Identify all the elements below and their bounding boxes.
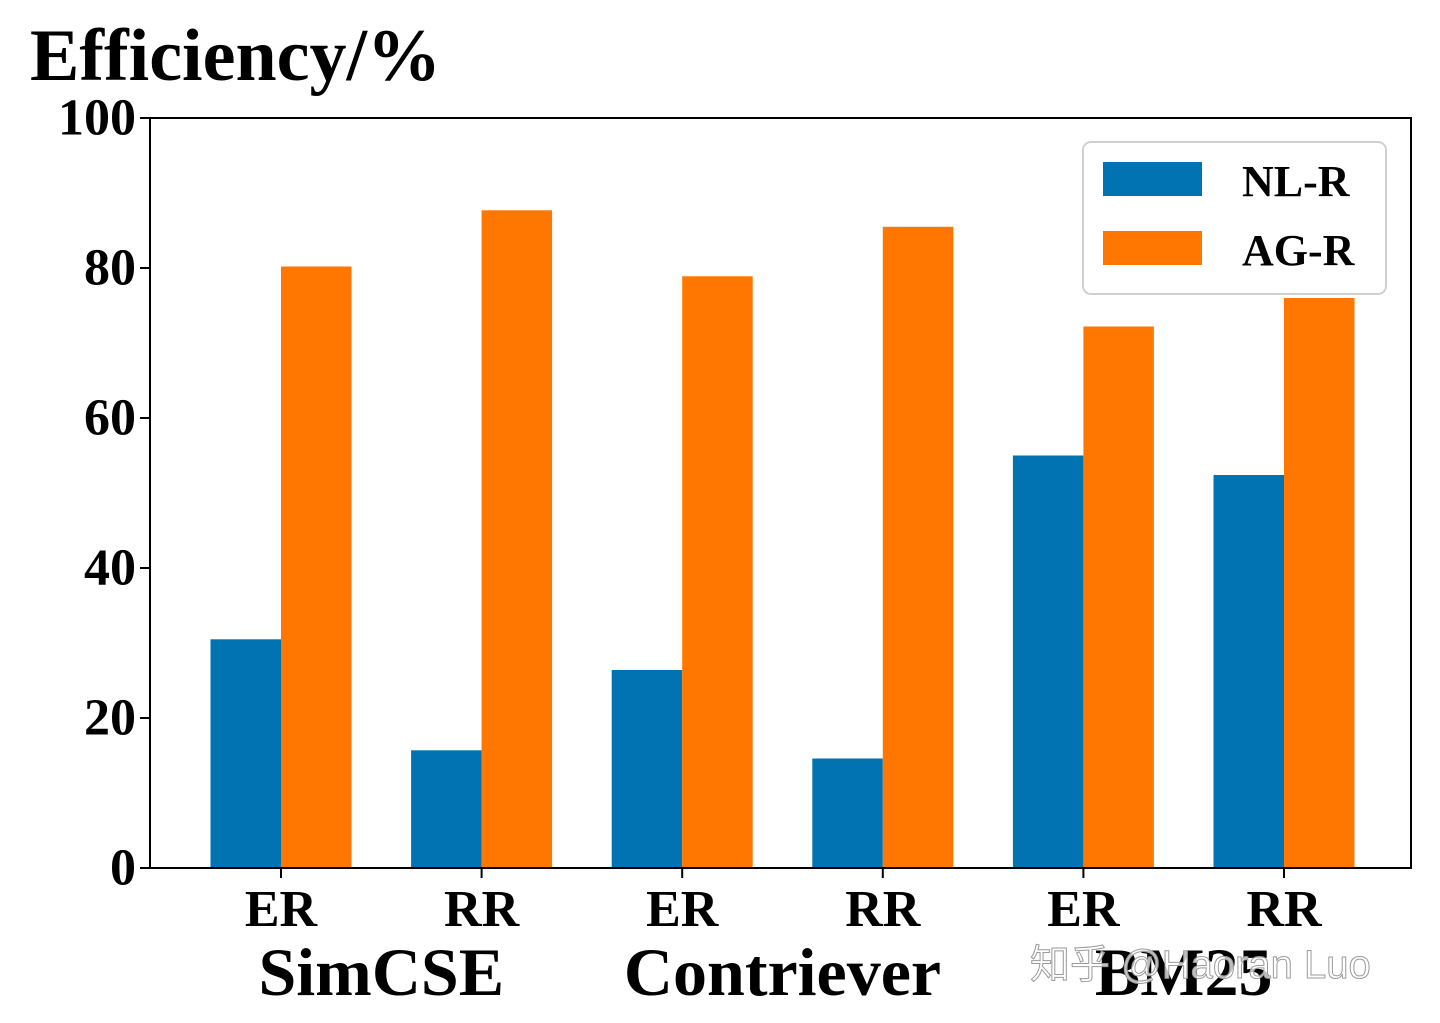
bar-ag-r-5 — [1083, 326, 1154, 868]
group-label-simcse: SimCSE — [258, 934, 504, 1010]
bar-nl-r-4 — [812, 758, 883, 868]
legend-swatch-ag-r — [1103, 231, 1202, 265]
bar-nl-r-2 — [411, 750, 482, 869]
watermark: 知乎 @Haoran Luo — [1030, 943, 1371, 987]
y-axis: 0 20 40 60 80 100 — [58, 90, 150, 897]
bar-ag-r-1 — [281, 266, 352, 868]
x-axis: ER RR ER RR ER RR — [245, 868, 1323, 938]
y-tick-label: 80 — [84, 240, 136, 297]
x-tick-label: RR — [1246, 881, 1323, 938]
x-tick-label: ER — [245, 881, 319, 938]
bar-ag-r-2 — [481, 210, 553, 869]
y-tick-label: 40 — [84, 540, 136, 597]
bars-layer — [210, 210, 1355, 869]
bar-ag-r-6 — [1284, 298, 1355, 868]
y-tick-label: 60 — [84, 390, 136, 447]
x-tick-label: RR — [845, 881, 922, 938]
y-tick-label: 20 — [84, 690, 136, 747]
bar-nl-r-3 — [611, 670, 683, 868]
bar-nl-r-5 — [1012, 455, 1084, 868]
x-tick-label: ER — [1047, 881, 1121, 938]
group-label-contriever: Contriever — [624, 934, 941, 1010]
y-tick-label: 100 — [58, 90, 136, 147]
plot-frame — [149, 117, 1412, 869]
bar-nl-r-6 — [1213, 475, 1284, 868]
bar-ag-r-3 — [682, 276, 753, 869]
legend-label-nl-r: NL-R — [1242, 157, 1351, 206]
legend: NL-R AG-R — [1082, 141, 1387, 295]
y-tick-label: 0 — [110, 840, 136, 897]
legend-label-ag-r: AG-R — [1242, 226, 1356, 275]
group-label-bm25: BM25 — [1095, 934, 1273, 1010]
bar-ag-r-4 — [882, 226, 954, 869]
legend-swatch-nl-r — [1103, 162, 1202, 196]
y-axis-label: Efficiency/% — [30, 15, 441, 97]
x-tick-label: ER — [646, 881, 720, 938]
group-labels: SimCSE Contriever BM25 — [258, 934, 1272, 1010]
bar-nl-r-1 — [210, 639, 281, 869]
x-tick-label: RR — [444, 881, 521, 938]
